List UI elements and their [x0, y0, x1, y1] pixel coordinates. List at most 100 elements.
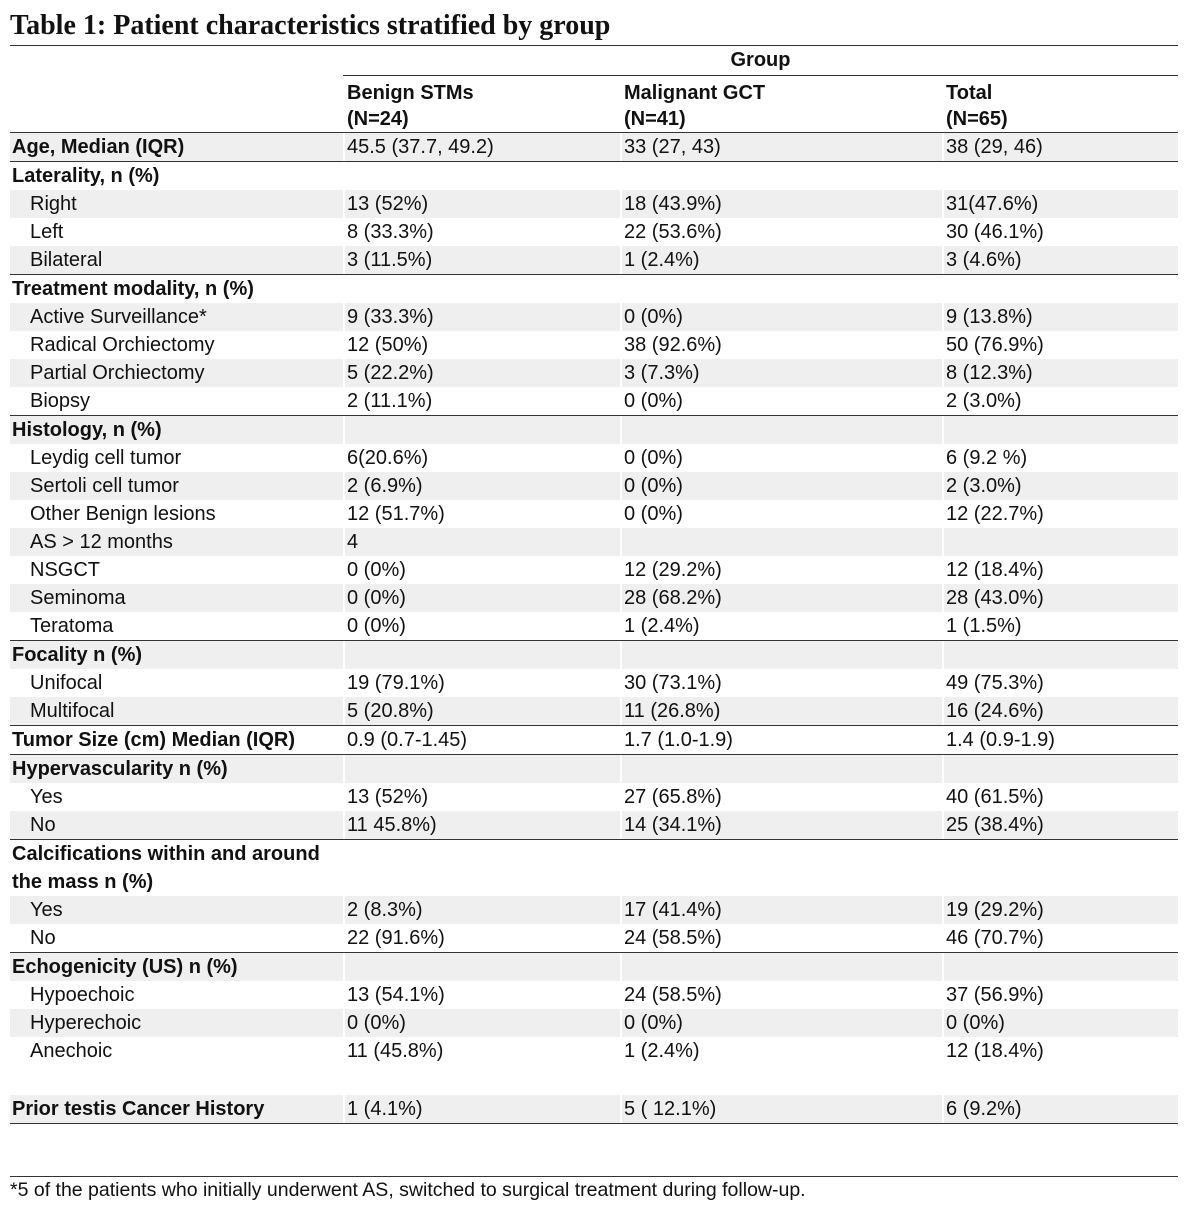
cell: 30 (73.1%) [624, 672, 722, 694]
cell: 1.4 (0.9-1.9) [946, 729, 1055, 751]
row-label: Hypervascularity n (%) [10, 755, 343, 783]
row-label: Anechoic [30, 1040, 113, 1062]
column-name: Malignant GCT [624, 82, 766, 104]
cell: 14 (34.1%) [622, 811, 942, 839]
row-label: Bilateral [10, 246, 343, 274]
cell: 45.5 (37.7, 49.2) [345, 133, 620, 161]
table-title: Table 1: Patient characteristics stratif… [10, 10, 611, 41]
empty-cell [345, 162, 620, 190]
cell: 0 (0%) [345, 584, 620, 612]
cell: 0 (0%) [622, 472, 942, 500]
cell: 12 (18.4%) [946, 559, 1044, 581]
cell: 3 (11.5%) [345, 246, 620, 274]
column-name: Benign STMs [347, 82, 474, 104]
empty-cell [345, 275, 620, 303]
cell: 24 (58.5%) [624, 984, 722, 1006]
row-label: Tumor Size (cm) Median (IQR) [12, 729, 295, 751]
cell: 49 (75.3%) [946, 672, 1044, 694]
empty-cell [944, 641, 1178, 669]
empty-cell [944, 275, 1178, 303]
empty-cell [944, 528, 1178, 556]
cell: 28 (43.0%) [944, 584, 1178, 612]
row-label: Histology, n (%) [10, 416, 343, 444]
data-row: No 22 (91.6%) 24 (58.5%) 46 (70.7%) [10, 924, 1178, 953]
section-row: Calcifications within and around the mas… [10, 840, 1178, 896]
cell: 0 (0%) [622, 1009, 942, 1037]
data-row: Left 8 (33.3%) 22 (53.6%) 30 (46.1%) [10, 218, 1178, 246]
section-row: Age, Median (IQR) 45.5 (37.7, 49.2) 33 (27… [10, 133, 1178, 162]
cell: 38 (29, 46) [944, 133, 1178, 161]
cell: 17 (41.4%) [622, 896, 942, 924]
cell: 19 (29.2%) [944, 896, 1178, 924]
cell: 0 (0%) [347, 559, 406, 581]
column-header: Malignant GCT (N=41) [622, 76, 942, 132]
section-row: Tumor Size (cm) Median (IQR) 0.9 (0.7-1.4… [10, 726, 1178, 755]
cell: 12 (51.7%) [347, 503, 445, 525]
cell: 12 (29.2%) [624, 559, 722, 581]
row-label: Focality n (%) [10, 641, 343, 669]
row-label: Yes [10, 896, 343, 924]
cell: 6 (9.2 %) [946, 447, 1028, 469]
empty-cell [345, 953, 620, 981]
empty-cell [622, 162, 942, 190]
cell: 13 (52%) [345, 190, 620, 218]
row-label: Other Benign lesions [30, 503, 216, 525]
row-label: Age, Median (IQR) [10, 133, 343, 161]
cell: 0 (0%) [624, 447, 683, 469]
empty-cell [944, 755, 1178, 783]
data-row: Sertoli cell tumor 2 (6.9%) 0 (0%) 2 (3.0%) [10, 472, 1178, 500]
data-row: Yes 13 (52%) 27 (65.8%) 40 (61.5%) [10, 783, 1178, 811]
row-label: NSGCT [30, 559, 100, 581]
section-row: Echogenicity (US) n (%) [10, 953, 1178, 981]
cell: 13 (54.1%) [347, 984, 445, 1006]
column-n: (N=65) [946, 108, 1008, 130]
empty-cell [944, 162, 1178, 190]
section-row: Laterality, n (%) [10, 162, 1178, 190]
data-row: Partial Orchiectomy 5 (22.2%) 3 (7.3%) 8 (1… [10, 359, 1178, 387]
cell: 1 (2.4%) [624, 615, 700, 637]
cell: 28 (68.2%) [622, 584, 942, 612]
cell: 12 (22.7%) [946, 503, 1044, 525]
data-row: Unifocal 19 (79.1%) 30 (73.1%) 49 (75.3%) [10, 669, 1178, 697]
data-row: Active Surveillance* 9 (33.3%) 0 (0%) 9 (13… [10, 303, 1178, 331]
row-label: Treatment modality, n (%) [12, 278, 254, 300]
empty-cell [622, 275, 942, 303]
data-row: Radical Orchiectomy 12 (50%) 38 (92.6%) 50 … [10, 331, 1178, 359]
data-row: NSGCT 0 (0%) 12 (29.2%) 12 (18.4%) [10, 556, 1178, 584]
row-label: Laterality, n (%) [12, 165, 160, 187]
cell: 2 (3.0%) [944, 472, 1178, 500]
empty-cell [345, 416, 620, 444]
row-label: Unifocal [30, 672, 103, 694]
cell: 13 (52%) [347, 786, 429, 808]
empty-cell [622, 953, 942, 981]
empty-cell [944, 953, 1178, 981]
cell: 40 (61.5%) [946, 786, 1044, 808]
column-header: Benign STMs (N=24) [345, 76, 620, 132]
cell: 0 (0%) [347, 615, 406, 637]
cell: 22 (53.6%) [624, 221, 722, 243]
cell: 6(20.6%) [347, 447, 429, 469]
section-row: Prior testis Cancer History 1 (4.1%) 5 ( 1… [10, 1095, 1178, 1124]
data-row: Yes 2 (8.3%) 17 (41.4%) 19 (29.2%) [10, 896, 1178, 924]
cell: 2 (6.9%) [345, 472, 620, 500]
cell: 24 (58.5%) [624, 927, 722, 949]
cell: 46 (70.7%) [946, 927, 1044, 949]
cell: 11 (26.8%) [622, 697, 942, 725]
row-label: Multifocal [10, 697, 343, 725]
row-label: Partial Orchiectomy [10, 359, 343, 387]
section-row: Focality n (%) [10, 641, 1178, 669]
cell: 4 [345, 528, 620, 556]
column-header-row: Benign STMs (N=24) Malignant GCT (N=41) Tota… [10, 76, 1178, 133]
data-row: Teratoma 0 (0%) 1 (2.4%) 1 (1.5%) [10, 612, 1178, 641]
data-row: Seminoma 0 (0%) 28 (68.2%) 28 (43.0%) [10, 584, 1178, 612]
data-row: Biopsy 2 (11.1%) 0 (0%) 2 (3.0%) [10, 387, 1178, 416]
empty-cell [10, 76, 343, 132]
cell: 9 (13.8%) [944, 303, 1178, 331]
row-label: Calcifications within and around the mas… [12, 843, 320, 893]
empty-cell [944, 840, 1178, 896]
cell: 19 (79.1%) [347, 672, 445, 694]
cell: 1 (1.5%) [946, 615, 1022, 637]
empty-cell [345, 641, 620, 669]
cell: 50 (76.9%) [946, 334, 1044, 356]
